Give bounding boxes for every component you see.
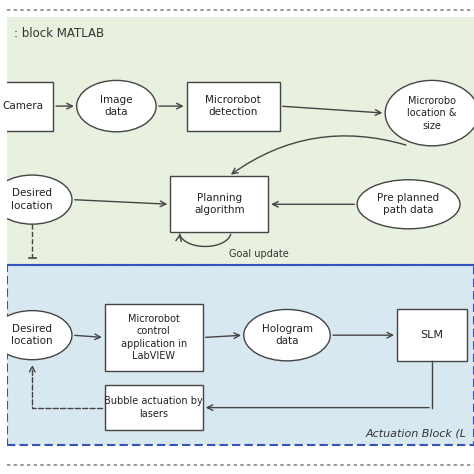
Text: Microrobo
location &
size: Microrobo location & size <box>407 96 456 130</box>
Ellipse shape <box>77 81 156 132</box>
Bar <box>186 82 280 131</box>
Text: Planning
algorithm: Planning algorithm <box>194 193 245 216</box>
Ellipse shape <box>0 310 72 360</box>
Text: Hologram
data: Hologram data <box>262 324 312 346</box>
Text: Microrobot
detection: Microrobot detection <box>205 95 261 117</box>
Text: Microrobot
control
application in
LabVIEW: Microrobot control application in LabVIE… <box>121 314 187 361</box>
Bar <box>7 265 474 445</box>
Text: Goal update: Goal update <box>228 249 288 259</box>
Text: Pre planned
path data: Pre planned path data <box>377 193 439 216</box>
Bar <box>0 82 53 131</box>
Ellipse shape <box>385 81 474 146</box>
Bar <box>7 17 474 265</box>
Text: Desired
location: Desired location <box>11 324 53 346</box>
Ellipse shape <box>357 180 460 229</box>
Text: SLM: SLM <box>420 330 444 340</box>
Text: Image
data: Image data <box>100 95 133 117</box>
Text: Actuation Block (L: Actuation Block (L <box>366 428 467 438</box>
Text: Desired
location: Desired location <box>11 188 53 211</box>
Text: : block MATLAB: : block MATLAB <box>14 27 104 40</box>
Bar <box>397 310 467 361</box>
Text: Bubble actuation by
lasers: Bubble actuation by lasers <box>104 396 203 419</box>
Ellipse shape <box>244 310 330 361</box>
Text: Camera: Camera <box>2 101 44 111</box>
Bar <box>105 385 203 430</box>
Ellipse shape <box>0 175 72 224</box>
Bar <box>105 304 203 372</box>
Bar <box>170 176 268 232</box>
